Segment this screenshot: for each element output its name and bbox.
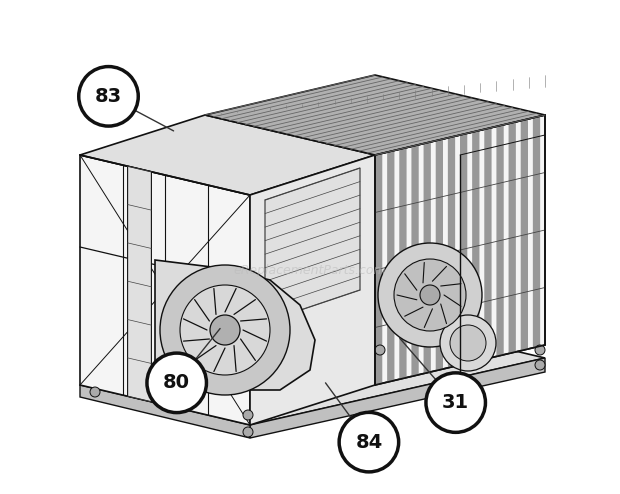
Polygon shape bbox=[497, 124, 503, 357]
Polygon shape bbox=[412, 145, 418, 376]
Polygon shape bbox=[423, 142, 431, 373]
Circle shape bbox=[440, 315, 496, 371]
Circle shape bbox=[160, 265, 290, 395]
Polygon shape bbox=[250, 358, 545, 438]
Polygon shape bbox=[508, 122, 516, 354]
Circle shape bbox=[243, 427, 253, 437]
Polygon shape bbox=[472, 130, 479, 362]
Circle shape bbox=[79, 67, 138, 126]
Circle shape bbox=[535, 345, 545, 355]
Circle shape bbox=[378, 243, 482, 347]
Circle shape bbox=[420, 285, 440, 305]
Polygon shape bbox=[387, 151, 394, 382]
Polygon shape bbox=[80, 385, 250, 438]
Polygon shape bbox=[265, 168, 360, 322]
Circle shape bbox=[535, 360, 545, 370]
Polygon shape bbox=[80, 115, 375, 195]
Circle shape bbox=[147, 353, 206, 412]
Circle shape bbox=[243, 410, 253, 420]
Polygon shape bbox=[128, 166, 151, 402]
Text: 84: 84 bbox=[355, 433, 383, 452]
Polygon shape bbox=[533, 116, 540, 348]
Text: eReplacementParts.com: eReplacementParts.com bbox=[234, 263, 386, 277]
Text: 80: 80 bbox=[163, 373, 190, 392]
Polygon shape bbox=[448, 136, 455, 368]
Polygon shape bbox=[521, 119, 528, 351]
Circle shape bbox=[375, 345, 385, 355]
Polygon shape bbox=[155, 260, 315, 390]
Polygon shape bbox=[460, 133, 467, 365]
Polygon shape bbox=[484, 127, 492, 359]
Polygon shape bbox=[399, 148, 407, 379]
Text: 31: 31 bbox=[442, 393, 469, 412]
Circle shape bbox=[394, 259, 466, 331]
Polygon shape bbox=[80, 155, 250, 425]
Circle shape bbox=[180, 285, 270, 375]
Polygon shape bbox=[436, 139, 443, 370]
Polygon shape bbox=[375, 153, 383, 385]
Circle shape bbox=[426, 373, 485, 432]
Circle shape bbox=[210, 315, 240, 345]
Polygon shape bbox=[375, 115, 545, 385]
Circle shape bbox=[450, 325, 486, 361]
Text: 83: 83 bbox=[95, 87, 122, 106]
Circle shape bbox=[339, 412, 399, 472]
Polygon shape bbox=[80, 318, 545, 425]
Polygon shape bbox=[250, 155, 375, 425]
Circle shape bbox=[90, 387, 100, 397]
Polygon shape bbox=[205, 75, 545, 155]
